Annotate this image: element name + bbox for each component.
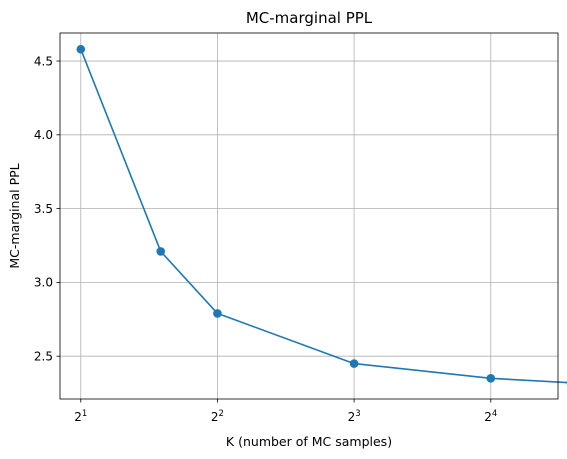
x-axis-ticks: 21 22 23 24 [74,399,497,424]
x-tick-label: 24 [484,409,497,424]
x-tick-exponent: 1 [82,409,87,419]
x-tick-base: 2 [484,410,492,424]
series-line [80,48,567,384]
x-tick-label: 21 [74,409,87,424]
x-axis-label: K (number of MC samples) [226,434,392,449]
data-point [349,359,359,368]
y-tick-label: 2.5 [34,350,53,364]
x-tick-exponent: 3 [355,409,360,419]
data-point [156,247,166,256]
y-axis-ticks: 2.5 3.0 3.5 4.0 4.5 [34,54,60,364]
chart-title: MC-marginal PPL [246,9,373,27]
data-point [76,44,86,54]
x-tick-exponent: 2 [219,409,224,419]
data-point [486,374,496,383]
x-tick-label: 23 [348,409,361,424]
series-layer [76,44,567,385]
y-axis-label: MC-marginal PPL [7,163,22,268]
y-tick-label: 3.0 [34,276,53,290]
x-tick-exponent: 4 [492,409,497,419]
plot-frame [59,32,559,400]
y-tick-label: 4.5 [34,54,53,68]
x-tick-label: 22 [211,409,224,424]
x-tick-base: 2 [348,410,356,424]
y-tick-label: 3.5 [34,202,53,216]
x-tick-base: 2 [211,410,219,424]
data-point [213,309,222,318]
y-tick-label: 4.0 [34,128,53,142]
x-tick-base: 2 [74,410,82,424]
